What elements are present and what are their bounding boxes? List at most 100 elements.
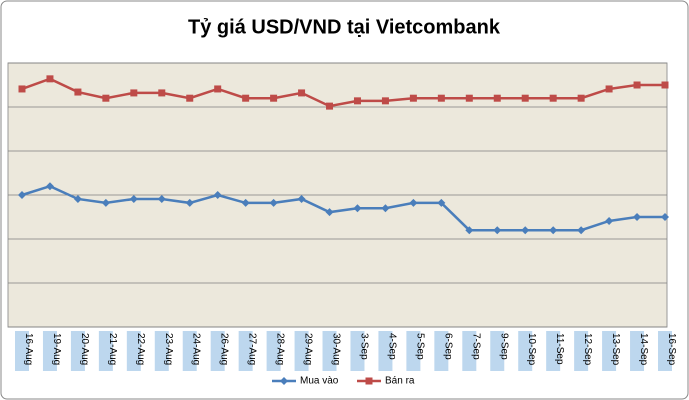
series-line [21, 184, 665, 232]
marker [493, 94, 501, 102]
marker [381, 97, 389, 105]
marker [437, 94, 445, 102]
x-tick-label: 27-Aug [247, 333, 258, 365]
marker [130, 89, 138, 97]
marker [157, 194, 166, 203]
x-tick-label: 22-Aug [135, 333, 146, 365]
marker [18, 191, 26, 199]
x-tick-label: 21-Aug [107, 333, 118, 365]
legend-label: Mua vào [300, 376, 339, 387]
x-tick-label: 16-Aug [23, 333, 34, 365]
x-tick-bg [126, 331, 141, 371]
legend-marker [280, 377, 288, 385]
marker [549, 94, 557, 102]
marker [186, 94, 194, 102]
legend-label: Bán ra [385, 376, 415, 387]
x-tick-label: 14-Sep [638, 333, 649, 366]
marker [18, 85, 26, 93]
marker [45, 182, 54, 191]
x-tick-label: 9-Sep [498, 333, 509, 360]
x-tick-bg [434, 331, 449, 371]
x-tick-label: 5-Sep [414, 333, 425, 360]
x-tick-label: 24-Aug [191, 333, 202, 365]
x-tick-label: 16-Sep [666, 333, 677, 366]
x-tick-label: 12-Sep [582, 333, 593, 366]
marker [521, 226, 530, 235]
x-tick-bg [350, 331, 365, 371]
marker [214, 85, 222, 93]
x-tick-label: 20-Aug [79, 333, 90, 365]
marker [129, 194, 138, 203]
x-tick-bg [658, 331, 672, 371]
x-tick-bg [266, 331, 281, 371]
marker [241, 198, 250, 207]
x-tick-bg [210, 331, 225, 371]
x-tick-label: 30-Aug [331, 333, 342, 365]
marker [577, 94, 585, 102]
marker [465, 226, 474, 235]
marker [46, 75, 54, 83]
marker [661, 213, 669, 221]
marker [101, 198, 110, 207]
x-tick-bg [238, 331, 253, 371]
marker [326, 102, 334, 110]
marker [549, 226, 558, 235]
marker [325, 208, 334, 217]
marker [605, 216, 614, 225]
x-tick-bg [154, 331, 169, 371]
marker [74, 88, 82, 96]
x-tick-bg [294, 331, 309, 371]
marker [297, 194, 306, 203]
x-tick-bg [322, 331, 337, 371]
x-tick-bg [630, 331, 645, 371]
marker [409, 198, 418, 207]
marker [577, 226, 586, 235]
x-tick-label: 28-Aug [275, 333, 286, 365]
x-tick-label: 11-Sep [554, 333, 565, 365]
marker [437, 198, 446, 207]
x-tick-bg [182, 331, 197, 371]
marker [409, 94, 417, 102]
x-tick-bg [602, 331, 617, 371]
chart-title: Tỷ giá USD/VND tại Vietcombank [188, 16, 501, 38]
x-tick-label: 3-Sep [358, 333, 369, 360]
marker [242, 94, 250, 102]
x-tick-label: 7-Sep [470, 333, 481, 360]
x-tick-bg [42, 331, 57, 371]
x-tick-bg [406, 331, 421, 371]
marker [158, 89, 166, 97]
x-tick-label: 29-Aug [303, 333, 314, 365]
marker [102, 94, 110, 102]
x-tick-label: 13-Sep [610, 333, 621, 366]
marker [661, 81, 669, 89]
x-tick-bg [462, 331, 477, 371]
x-tick-bg [378, 331, 393, 371]
marker [605, 85, 613, 93]
marker [185, 198, 194, 207]
marker [633, 81, 641, 89]
marker [633, 213, 642, 221]
marker [270, 94, 278, 102]
x-tick-label: 4-Sep [386, 333, 397, 360]
x-tick-bg [70, 331, 85, 371]
x-tick-bg [490, 331, 505, 371]
x-tick-label: 19-Aug [51, 333, 62, 365]
marker [353, 204, 362, 213]
marker [521, 94, 529, 102]
legend-marker [365, 377, 373, 385]
marker [465, 94, 473, 102]
marker [353, 97, 361, 105]
marker [298, 89, 306, 97]
x-tick-bg [15, 331, 29, 371]
x-tick-label: 26-Aug [219, 333, 230, 365]
marker [73, 194, 82, 203]
x-tick-label: 10-Sep [526, 333, 537, 366]
x-tick-bg [518, 331, 533, 371]
x-tick-bg [98, 331, 113, 371]
marker [493, 226, 502, 235]
marker [213, 191, 222, 199]
x-tick-label: 23-Aug [163, 333, 174, 365]
x-tick-bg [574, 331, 589, 371]
series-line [21, 77, 665, 108]
